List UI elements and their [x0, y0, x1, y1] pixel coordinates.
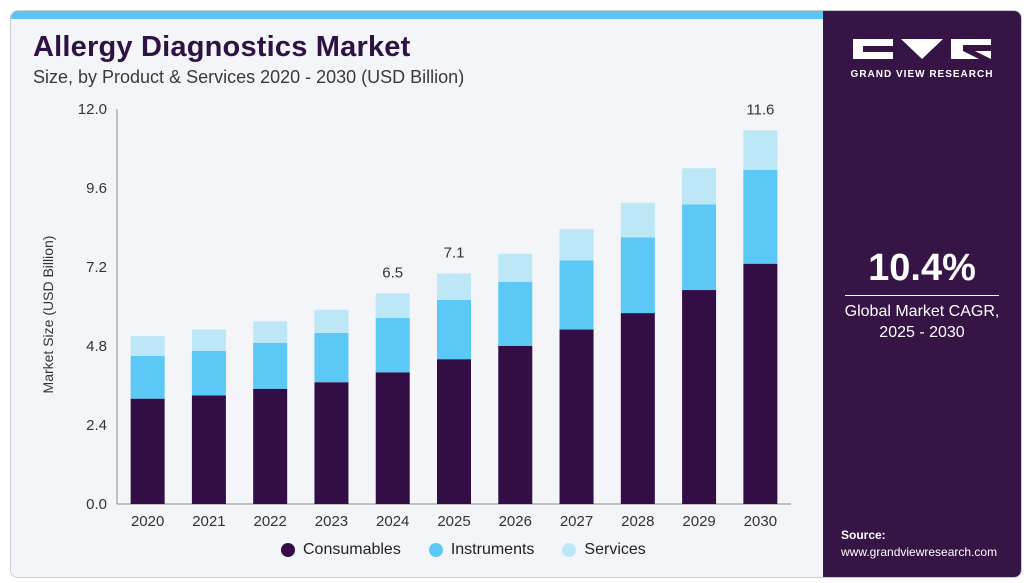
x-tick-label: 2022: [253, 513, 286, 530]
data-label: 6.5: [382, 264, 403, 281]
source-link[interactable]: www.grandviewresearch.com: [841, 545, 998, 559]
bar-instruments-2022: [253, 342, 288, 389]
bar-instruments-2026: [498, 281, 533, 346]
bar-services-2026: [498, 253, 533, 282]
x-tick-label: 2021: [192, 513, 225, 530]
bar-services-2030: [743, 130, 778, 170]
bar-instruments-2025: [437, 299, 471, 360]
cagr-label: Global Market CAGR, 2025 - 2030: [823, 301, 1021, 343]
bar-instruments-2027: [559, 260, 594, 330]
cagr-label-line1: Global Market CAGR,: [844, 303, 1000, 320]
bar-services-2027: [559, 229, 594, 261]
bar-services-2025: [437, 273, 471, 300]
brand-name: GRAND VIEW RESEARCH: [850, 69, 994, 80]
legend-swatch: [562, 543, 577, 557]
bar-instruments-2030: [743, 169, 778, 264]
legend-label: Instruments: [450, 541, 535, 558]
x-tick-label: 2026: [499, 513, 532, 530]
bar-consumables-2024: [375, 372, 410, 504]
x-tick-label: 2023: [315, 513, 348, 530]
y-tick-label: 9.6: [86, 180, 107, 197]
bar-services-2023: [314, 309, 349, 333]
bar-services-2021: [191, 329, 226, 351]
bar-services-2028: [620, 202, 655, 238]
cagr-value: 10.4%: [868, 247, 976, 289]
legend-swatch: [281, 543, 295, 557]
x-tick-label: 2020: [131, 513, 164, 530]
stacked-bar-chart: 0.0 2.4 4.8 7.2 9.6 12.0 Market Size (USD Bill…: [40, 101, 791, 530]
bar-consumables-2025: [437, 359, 471, 504]
grand-view-research-logo: [853, 39, 991, 59]
y-axis-label: Market Size (USD Billion): [40, 236, 56, 394]
x-tick-label: 2029: [682, 513, 715, 530]
y-tick-label: 4.8: [86, 338, 107, 355]
legend-item-consumables: Consumables: [281, 541, 401, 559]
x-tick-label: 2030: [744, 513, 777, 530]
chart-title: Allergy Diagnostics Market: [33, 31, 411, 63]
bar-instruments-2023: [314, 332, 349, 383]
bar-consumables-2021: [191, 395, 226, 504]
legend-label: Consumables: [303, 541, 401, 558]
bar-consumables-2022: [253, 388, 288, 504]
x-tick-label: 2025: [437, 513, 470, 530]
bar-consumables-2028: [620, 313, 655, 504]
source-label: Source:: [841, 528, 886, 542]
cagr-label-line2: 2025 - 2030: [879, 324, 965, 341]
bar-instruments-2020: [130, 355, 165, 399]
legend-label: Services: [584, 541, 646, 558]
accent-bar: [11, 11, 823, 19]
y-tick-label: 7.2: [86, 259, 107, 276]
chart-legend: Consumables Instruments Services: [281, 541, 646, 559]
x-tick-label: 2024: [376, 513, 409, 530]
cagr-divider: [845, 295, 999, 296]
x-tick-label: 2028: [621, 513, 654, 530]
legend-swatch: [428, 543, 443, 557]
y-tick-label: 2.4: [86, 417, 107, 434]
chart-panel: Allergy Diagnostics Market Size, by Prod…: [11, 11, 823, 577]
y-tick-label: 0.0: [86, 496, 107, 513]
bar-consumables-2029: [682, 290, 717, 504]
chart-card: Allergy Diagnostics Market Size, by Prod…: [10, 10, 1022, 578]
bar-services-2029: [682, 168, 717, 205]
data-label: 11.6: [746, 101, 774, 118]
bar-consumables-2030: [743, 263, 778, 504]
bar-consumables-2020: [130, 398, 165, 504]
data-label: 7.1: [444, 245, 465, 262]
bar-services-2024: [375, 293, 410, 319]
bar-services-2022: [253, 321, 288, 343]
bar-instruments-2021: [191, 350, 226, 396]
x-tick-label: 2027: [560, 513, 593, 530]
bar-consumables-2023: [314, 382, 349, 504]
bar-instruments-2029: [682, 204, 717, 291]
legend-item-services: Services: [562, 541, 646, 559]
y-tick-label: 12.0: [78, 101, 107, 118]
bar-consumables-2027: [559, 329, 594, 504]
bar-services-2020: [130, 336, 165, 356]
bar-instruments-2024: [375, 318, 410, 373]
bar-consumables-2026: [498, 346, 533, 504]
legend-item-instruments: Instruments: [428, 541, 535, 559]
sidebar: GRAND VIEW RESEARCH 10.4% Global Market …: [823, 11, 1021, 577]
bar-instruments-2028: [620, 237, 655, 314]
chart-subtitle: Size, by Product & Services 2020 - 2030 …: [33, 67, 465, 87]
